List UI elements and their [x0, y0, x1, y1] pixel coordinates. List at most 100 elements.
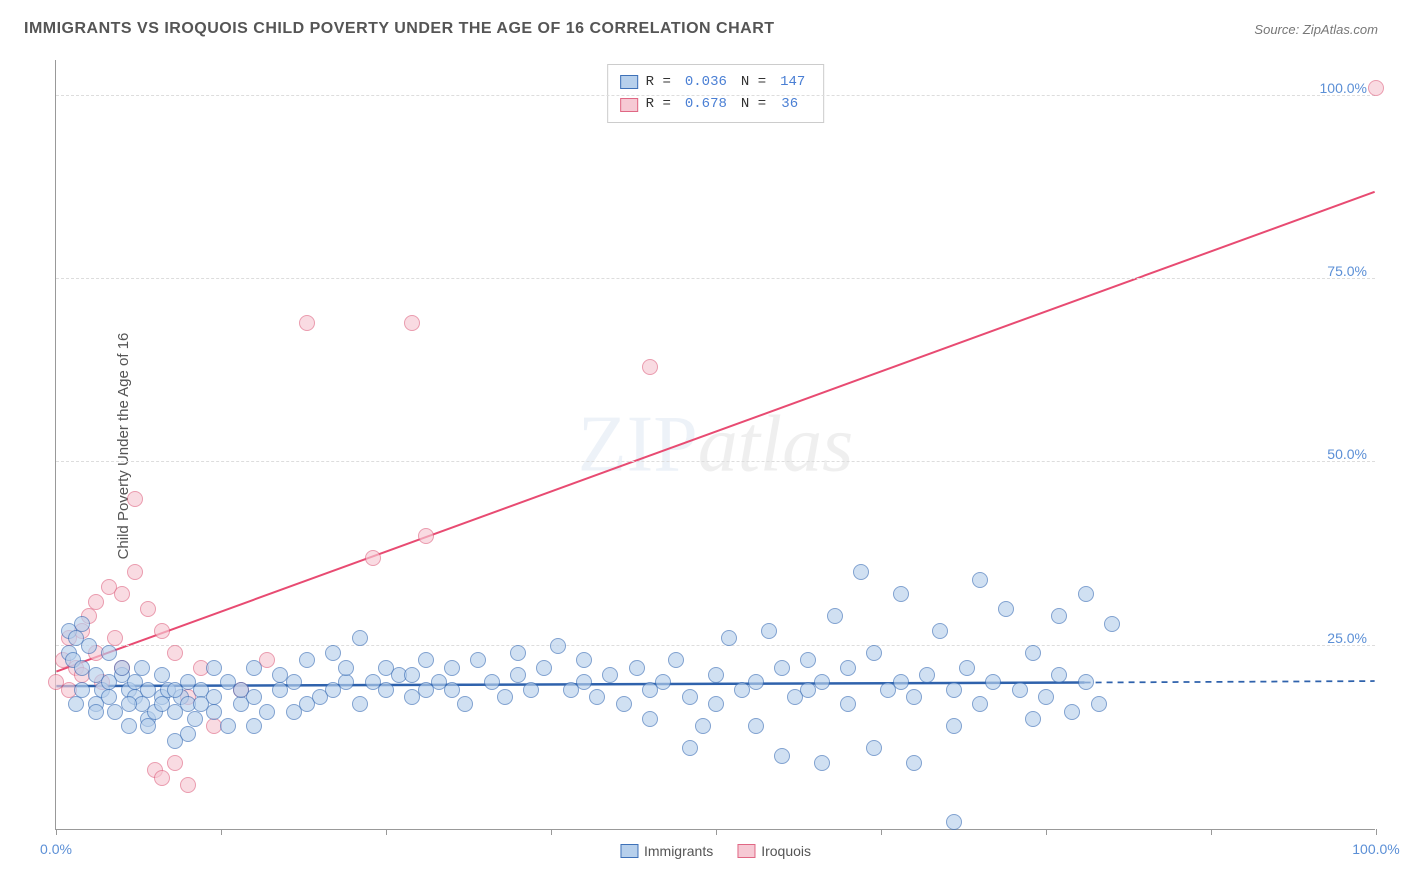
data-point: [523, 682, 539, 698]
data-point: [299, 652, 315, 668]
scatter-chart: ZIPatlas R =0.036N =147R =0.678N =36 Imm…: [55, 60, 1375, 830]
data-point: [708, 696, 724, 712]
data-point: [510, 667, 526, 683]
data-point: [187, 711, 203, 727]
data-point: [972, 696, 988, 712]
data-point: [906, 755, 922, 771]
data-point: [510, 645, 526, 661]
gridline: [56, 95, 1375, 96]
legend-r-value: 0.036: [679, 71, 733, 93]
y-tick-label: 75.0%: [1327, 263, 1367, 279]
data-point: [946, 814, 962, 830]
data-point: [814, 755, 830, 771]
data-point: [107, 630, 123, 646]
data-point: [1064, 704, 1080, 720]
data-point: [325, 645, 341, 661]
data-point: [167, 645, 183, 661]
correlation-legend: R =0.036N =147R =0.678N =36: [607, 64, 825, 123]
data-point: [1012, 682, 1028, 698]
data-point: [761, 623, 777, 639]
data-point: [140, 718, 156, 734]
data-point: [140, 601, 156, 617]
data-point: [404, 667, 420, 683]
data-point: [167, 755, 183, 771]
data-point: [668, 652, 684, 668]
data-point: [748, 718, 764, 734]
gridline: [56, 461, 1375, 462]
data-point: [121, 718, 137, 734]
x-tick: [716, 829, 717, 835]
data-point: [695, 718, 711, 734]
data-point: [932, 623, 948, 639]
x-tick-label: 0.0%: [40, 841, 72, 857]
data-point: [998, 601, 1014, 617]
legend-row: R =0.678N =36: [620, 93, 812, 115]
legend-swatch: [620, 844, 638, 858]
data-point: [1051, 667, 1067, 683]
data-point: [827, 608, 843, 624]
data-point: [1025, 711, 1041, 727]
data-point: [74, 682, 90, 698]
watermark: ZIPatlas: [578, 399, 854, 490]
data-point: [946, 718, 962, 734]
data-point: [154, 623, 170, 639]
y-tick-label: 50.0%: [1327, 446, 1367, 462]
data-point: [748, 674, 764, 690]
data-point: [154, 770, 170, 786]
data-point: [866, 740, 882, 756]
data-point: [1051, 608, 1067, 624]
data-point: [1078, 586, 1094, 602]
data-point: [682, 689, 698, 705]
data-point: [246, 718, 262, 734]
source-name: ZipAtlas.com: [1303, 22, 1378, 37]
series-legend: Immigrants Iroquois: [620, 843, 811, 859]
data-point: [866, 645, 882, 661]
data-point: [642, 359, 658, 375]
data-point: [629, 660, 645, 676]
legend-r-label: R =: [646, 71, 671, 93]
data-point: [906, 689, 922, 705]
data-point: [589, 689, 605, 705]
y-tick-label: 25.0%: [1327, 630, 1367, 646]
data-point: [352, 630, 368, 646]
data-point: [259, 704, 275, 720]
data-point: [101, 645, 117, 661]
data-point: [180, 726, 196, 742]
watermark-right: atlas: [698, 400, 854, 488]
data-point: [919, 667, 935, 683]
data-point: [840, 660, 856, 676]
series-legend-label: Iroquois: [761, 843, 811, 859]
data-point: [985, 674, 1001, 690]
data-point: [286, 704, 302, 720]
gridline: [56, 645, 1375, 646]
data-point: [1025, 645, 1041, 661]
data-point: [404, 315, 420, 331]
data-point: [946, 682, 962, 698]
data-point: [338, 674, 354, 690]
data-point: [286, 674, 302, 690]
data-point: [180, 777, 196, 793]
legend-n-value: 147: [774, 71, 811, 93]
x-tick: [386, 829, 387, 835]
data-point: [470, 652, 486, 668]
data-point: [682, 740, 698, 756]
data-point: [68, 696, 84, 712]
x-tick: [881, 829, 882, 835]
x-tick: [551, 829, 552, 835]
y-tick-label: 100.0%: [1320, 80, 1367, 96]
watermark-left: ZIP: [578, 400, 698, 488]
data-point: [299, 315, 315, 331]
data-point: [220, 718, 236, 734]
data-point: [708, 667, 724, 683]
series-legend-label: Immigrants: [644, 843, 713, 859]
data-point: [536, 660, 552, 676]
data-point: [418, 652, 434, 668]
data-point: [114, 660, 130, 676]
data-point: [800, 652, 816, 668]
x-tick-label: 100.0%: [1352, 841, 1399, 857]
legend-swatch: [620, 75, 638, 89]
data-point: [134, 660, 150, 676]
data-point: [101, 689, 117, 705]
data-point: [1038, 689, 1054, 705]
data-point: [1368, 80, 1384, 96]
